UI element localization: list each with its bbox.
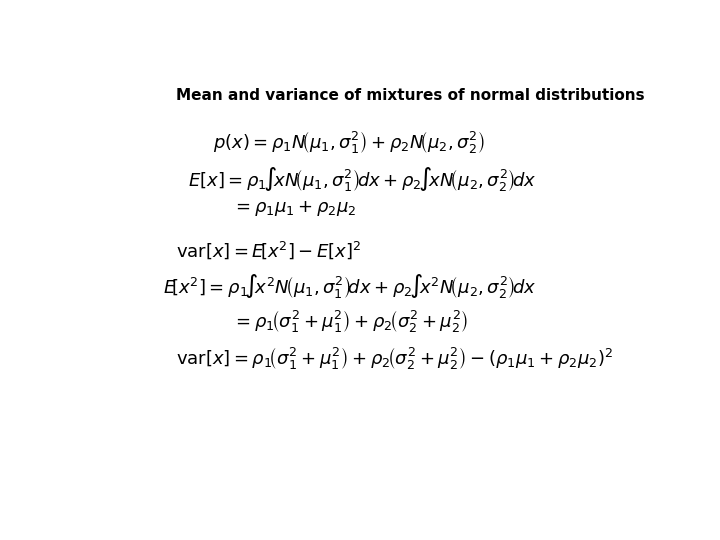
Text: $\mathrm{var}\left[x\right]=E\!\left[x^2\right]-E\left[x\right]^2$: $\mathrm{var}\left[x\right]=E\!\left[x^2… <box>176 239 362 261</box>
Text: $p(x)=\rho_1 N\!\left(\mu_1,\sigma_1^2\right)+\rho_2 N\!\left(\mu_2,\sigma_2^2\r: $p(x)=\rho_1 N\!\left(\mu_1,\sigma_1^2\r… <box>213 129 485 155</box>
Text: $\mathrm{var}\left[x\right]=\rho_1\!\left(\sigma_1^2+\mu_1^2\right)+\rho_2\!\lef: $\mathrm{var}\left[x\right]=\rho_1\!\lef… <box>176 345 613 371</box>
Text: Mean and variance of mixtures of normal distributions: Mean and variance of mixtures of normal … <box>176 87 645 103</box>
Text: $E\left[x\right]=\rho_1\!\int\! xN\!\left(\mu_1,\sigma_1^2\right)\!dx+\rho_2\!\i: $E\left[x\right]=\rho_1\!\int\! xN\!\lef… <box>188 165 536 193</box>
Text: $=\rho_1\!\left(\sigma_1^2+\mu_1^2\right)+\rho_2\!\left(\sigma_2^2+\mu_2^2\right: $=\rho_1\!\left(\sigma_1^2+\mu_1^2\right… <box>233 307 469 334</box>
Text: $=\rho_1\mu_1+\rho_2\mu_2$: $=\rho_1\mu_1+\rho_2\mu_2$ <box>233 199 356 218</box>
Text: $E\!\left[x^2\right]=\rho_1\!\int\! x^2 N\!\left(\mu_1,\sigma_1^2\right)\!dx+\rh: $E\!\left[x^2\right]=\rho_1\!\int\! x^2 … <box>163 272 536 300</box>
